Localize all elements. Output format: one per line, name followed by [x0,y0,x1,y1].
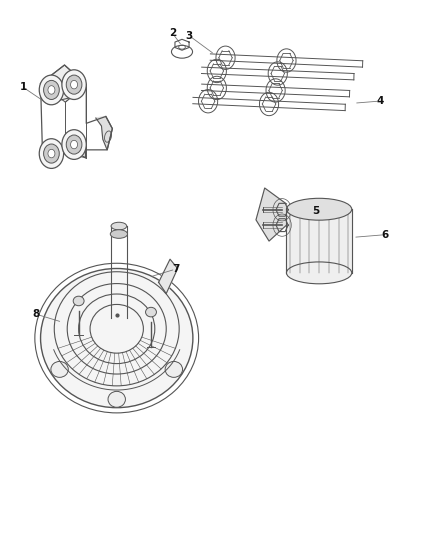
Ellipse shape [110,230,127,238]
Circle shape [71,140,78,149]
Circle shape [48,86,55,94]
Polygon shape [256,188,286,241]
Text: 1: 1 [20,82,27,92]
Polygon shape [159,259,178,294]
Circle shape [44,80,59,100]
Ellipse shape [111,222,127,230]
Circle shape [39,75,64,105]
Ellipse shape [73,296,84,306]
Text: 6: 6 [381,230,389,240]
Ellipse shape [286,198,352,220]
Circle shape [71,80,78,89]
Ellipse shape [41,269,193,408]
Polygon shape [286,209,352,273]
Polygon shape [41,65,86,102]
Ellipse shape [165,361,183,377]
Circle shape [66,135,82,154]
Text: 3: 3 [186,31,193,41]
Ellipse shape [145,308,156,317]
Polygon shape [96,116,113,150]
Circle shape [44,144,59,163]
Text: 8: 8 [32,309,40,319]
Ellipse shape [51,361,68,377]
Circle shape [62,130,86,159]
Circle shape [48,149,55,158]
Circle shape [66,75,82,94]
Text: 5: 5 [312,206,320,216]
Text: 7: 7 [172,264,179,274]
Circle shape [62,70,86,100]
Text: 2: 2 [169,28,176,38]
Ellipse shape [286,262,352,284]
Circle shape [39,139,64,168]
Ellipse shape [108,391,125,407]
Text: 4: 4 [376,96,384,106]
